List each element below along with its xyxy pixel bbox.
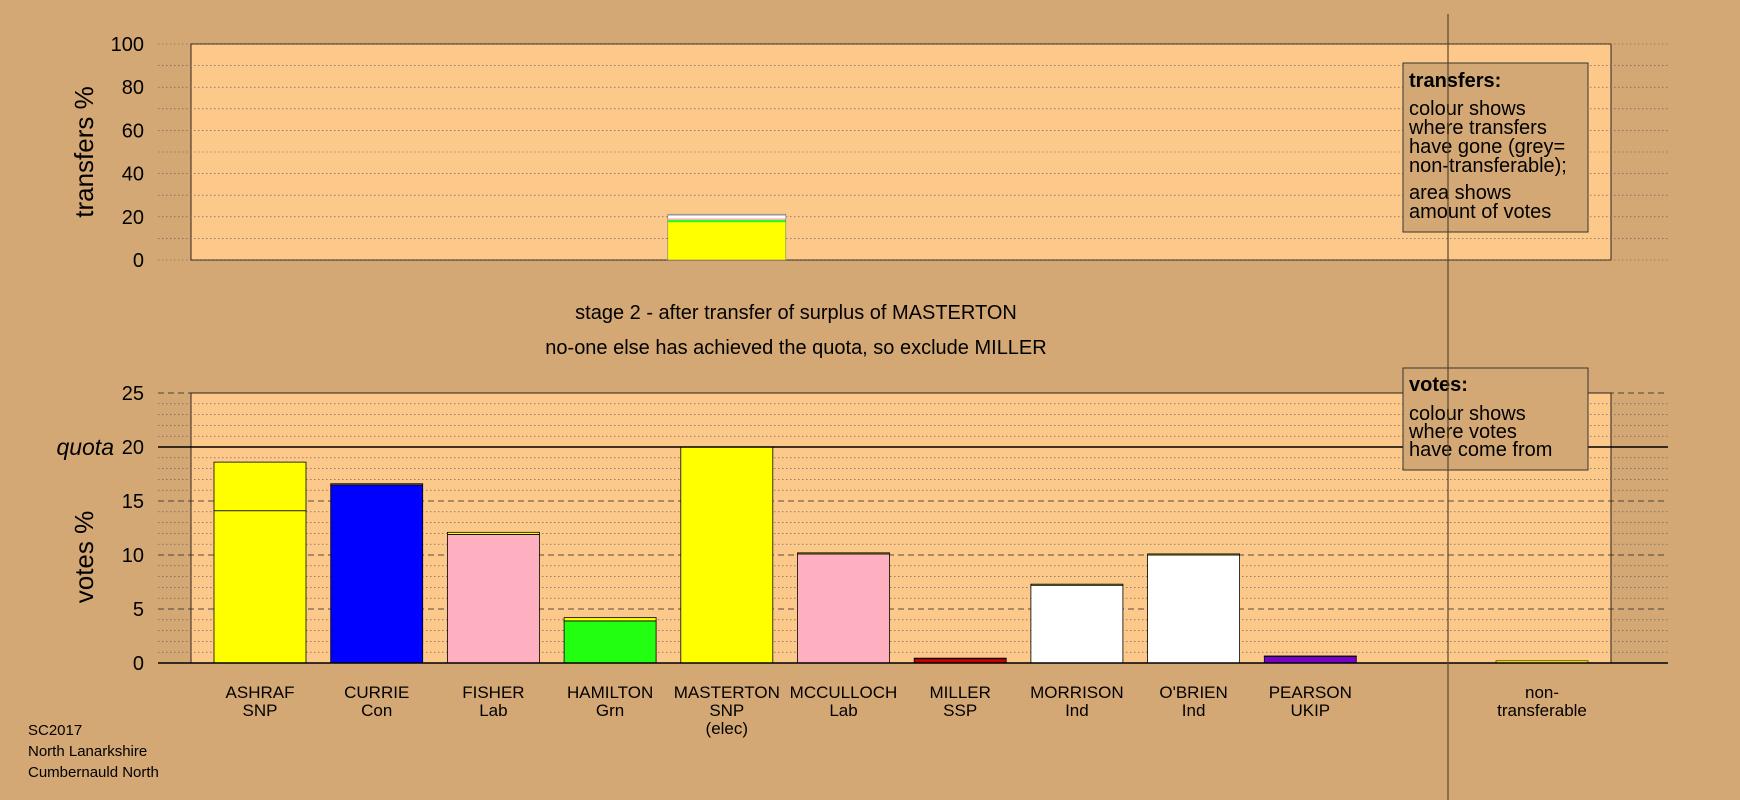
candidate-name-label: MILLER [929, 683, 990, 702]
bar-currie-first-prefs [330, 484, 424, 664]
candidate-name-label: FISHER [462, 683, 524, 702]
transfers-y-axis-label: transfers % [69, 86, 99, 218]
footer-ward: Cumbernauld North [28, 764, 159, 781]
candidate-party-label: Ind [1182, 701, 1206, 720]
bar-pearson-transfers [1263, 655, 1357, 657]
transfers-y-tick-label: 40 [122, 164, 144, 186]
transfers-y-tick-label: 60 [122, 120, 144, 142]
transfers-legend-line: area shows [1409, 182, 1511, 204]
bar-morrison-first-prefs [1030, 584, 1124, 664]
bar-morrison-transfers [1030, 583, 1124, 586]
stage-title: stage 2 - after transfer of surplus of M… [575, 302, 1017, 324]
transfer-segment-lab [667, 218, 786, 221]
transfers-legend-box [1402, 62, 1589, 233]
non-transferable-label: non- [1525, 683, 1559, 702]
votes-y-tick-label: 25 [122, 383, 144, 405]
candidate-name-label: CURRIE [344, 683, 409, 702]
candidate-name-label: MASTERTON [674, 683, 780, 702]
candidate-party-label: Lab [829, 701, 857, 720]
transfers-legend-line: non-transferable); [1409, 155, 1567, 177]
candidate-name-label: MORRISON [1030, 683, 1124, 702]
bar-fisher-first-prefs [446, 534, 540, 664]
votes-legend-line: where votes [1408, 421, 1517, 443]
votes-legend-box [1402, 367, 1589, 471]
bar-currie-transfers [330, 483, 424, 486]
votes-legend-line: have come from [1409, 439, 1552, 461]
transfer-segment-non-transferable [667, 214, 786, 216]
candidate-party-label: SNP [243, 701, 278, 720]
votes-plot-area [190, 392, 1612, 664]
bar-miller-transfers [913, 657, 1007, 660]
stage-action-text: no-one else has achieved the quota, so e… [545, 337, 1046, 359]
votes-y-tick-label: 0 [133, 653, 144, 675]
transfers-y-tick-label: 0 [133, 250, 144, 272]
bar-pearson-first-prefs [1263, 656, 1357, 664]
candidate-name-label: PEARSON [1269, 683, 1352, 702]
candidate-name-label: O'BRIEN [1159, 683, 1227, 702]
votes-y-axis-label: votes % [69, 511, 99, 604]
candidate-note-label: (elec) [706, 719, 749, 738]
footer-council: North Lanarkshire [28, 743, 147, 760]
votes-y-tick-label: 15 [122, 491, 144, 513]
bar-ashraf-first-prefs [213, 510, 307, 664]
transfers-y-tick-label: 20 [122, 207, 144, 229]
transfers-y-tick-label: 100 [111, 34, 144, 56]
transfer-segment-grn [667, 220, 786, 223]
candidate-party-label: Con [361, 701, 392, 720]
bar-obrien-transfers [1147, 553, 1240, 556]
candidate-party-label: SNP [709, 701, 744, 720]
quota-label: quota [56, 434, 114, 460]
transfer-segment-snp [667, 222, 786, 260]
candidate-party-label: Grn [596, 701, 624, 720]
transfer-stack-outline [667, 213, 787, 261]
votes-legend-line: colour shows [1409, 403, 1526, 425]
non-transferable-label: transferable [1497, 701, 1587, 720]
footer-election: SC2017 [28, 722, 82, 739]
transfer-segment-ind [667, 215, 786, 219]
bar-mcculloch-first-prefs [797, 553, 890, 664]
bar-masterton-first-prefs [680, 446, 774, 664]
candidate-party-label: UKIP [1290, 701, 1330, 720]
votes-y-tick-label: 10 [122, 545, 144, 567]
candidate-party-label: SSP [943, 701, 977, 720]
bar-obrien-first-prefs [1147, 554, 1240, 664]
bar-hamilton-first-prefs [563, 620, 657, 664]
votes-legend-title: votes: [1409, 374, 1468, 396]
candidate-name-label: MCCULLOCH [790, 683, 898, 702]
transfers-y-tick-label: 80 [122, 77, 144, 99]
votes-y-tick-label: 5 [133, 599, 144, 621]
transfers-legend-line: colour shows [1409, 98, 1526, 120]
transfers-legend-line: where transfers [1408, 117, 1547, 139]
bar-mcculloch-transfers [797, 552, 890, 555]
candidate-name-label: ASHRAF [226, 683, 295, 702]
bar-hamilton-transfers [563, 617, 657, 622]
transfers-legend-line: amount of votes [1409, 201, 1551, 223]
candidate-party-label: Ind [1065, 701, 1089, 720]
votes-y-tick-label: 20 [122, 437, 144, 459]
bar-fisher-transfers [446, 531, 540, 535]
transfers-legend-title: transfers: [1409, 70, 1501, 92]
bar-ashraf-transfers [213, 461, 307, 512]
candidate-party-label: Lab [479, 701, 507, 720]
candidate-name-label: HAMILTON [567, 683, 653, 702]
